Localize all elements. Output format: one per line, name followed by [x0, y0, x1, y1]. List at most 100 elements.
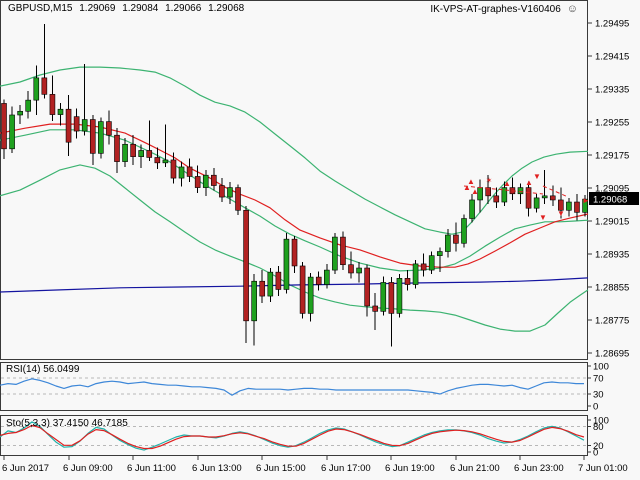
bull-candle-body [380, 282, 387, 312]
trade-arrow-marker: ► [582, 196, 590, 205]
bear-candle-body [493, 195, 500, 203]
bull-candle-body [57, 108, 64, 115]
close-value: 1.29068 [208, 3, 245, 14]
trade-arrow-marker: ▲ [467, 177, 475, 186]
bear-candle-body [299, 265, 306, 314]
indicator-axis-label: 100 [593, 362, 609, 373]
bear-candle-body [211, 174, 217, 186]
bear-candle-body [146, 150, 153, 158]
bear-candle-body [89, 119, 96, 154]
main-panel-frame [0, 0, 588, 360]
bull-candle-body [251, 280, 257, 322]
bull-candle-body [227, 187, 233, 198]
bull-candle-body [517, 187, 524, 195]
price-axis-label: 1.29175 [595, 151, 629, 162]
current-price-badge [589, 192, 639, 205]
bear-candle-body [348, 264, 354, 274]
bull-candle-body [98, 121, 104, 154]
high-value: 1.29084 [122, 3, 159, 14]
indicator-axis-label: 80 [593, 422, 604, 433]
bear-candle-body [243, 209, 249, 322]
bull-candle-body [332, 236, 338, 271]
smiley-icon: ☺ [566, 3, 578, 15]
trade-arrow-marker: ▼ [557, 209, 565, 218]
time-axis-label: 6 Jun 11:00 [127, 463, 176, 474]
expert-name: IK-VPS-AT-graphes-V160406 [430, 4, 561, 15]
trade-arrow-marker: ▲ [525, 178, 533, 187]
indicator-axis-label: 100 [593, 416, 609, 427]
indicator-axis-label: 30 [593, 390, 604, 401]
slow-ma-line [0, 277, 589, 293]
bollinger-upper-line [0, 66, 589, 235]
bull-candle-body [122, 143, 128, 162]
bear-candle-body [186, 166, 193, 177]
open-value: 1.29069 [79, 3, 116, 14]
bull-candle-body [436, 251, 443, 256]
bull-candle-body [533, 197, 540, 209]
bull-candle-body [81, 119, 88, 132]
bear-candle-body [49, 94, 56, 115]
bear-candle-body [364, 267, 370, 307]
trade-arrow-marker: ▼ [533, 172, 541, 181]
bull-candle-body [541, 195, 548, 199]
signal-dashed-line [504, 189, 544, 195]
bull-candle-body [396, 278, 403, 314]
rsi-indicator-label: RSI(14) 56.0499 [6, 364, 80, 375]
bear-candle-body [315, 276, 322, 285]
bull-candle-body [17, 110, 23, 116]
bull-candle-body [9, 114, 15, 150]
bull-candle-body [445, 234, 451, 252]
trade-arrow-marker: ▼ [539, 213, 547, 222]
bull-candle-body [267, 271, 274, 297]
trade-arrow-marker: ▲ [463, 183, 471, 192]
bear-candle-body [549, 195, 556, 201]
time-axis-label: 6 Jun 15:00 [256, 463, 306, 474]
price-axis-label: 1.29015 [595, 217, 629, 228]
price-axis-label: 1.29335 [595, 85, 629, 96]
indicator-axis-label: 0 [593, 402, 598, 413]
bear-candle-body [219, 185, 225, 198]
bear-candle-body [453, 234, 459, 244]
bull-candle-body [33, 77, 40, 101]
indicator-axis-label: 0 [593, 448, 598, 459]
time-axis-label: 6 Jun 17:00 [321, 463, 371, 474]
trade-arrow-marker: ▲ [503, 179, 511, 188]
expert-advisor-label: IK-VPS-AT-graphes-V160406 ☺ [430, 3, 582, 15]
rsi-panel-frame [0, 362, 588, 411]
time-axis-label: 6 Jun 2017 [2, 463, 49, 474]
bull-candle-body [428, 255, 435, 271]
symbol-period-label: GBPUSD,M15 [8, 3, 73, 14]
bull-candle-body [412, 263, 419, 285]
bear-candle-body [130, 143, 136, 157]
trade-arrow-marker: ▲ [471, 187, 479, 196]
bull-candle-body [202, 174, 209, 188]
bull-candle-body [25, 99, 32, 112]
bear-candle-body [1, 103, 7, 150]
stochastic-indicator-label: Sto(5,3,3) 37.4150 46.7185 [6, 418, 128, 429]
signal-dashed-line [542, 185, 569, 198]
bull-candle-body [283, 238, 290, 290]
indicator-axis-label: 70 [593, 374, 604, 385]
bull-candle-body [138, 150, 144, 157]
bear-candle-body [388, 282, 395, 314]
bear-candle-body [154, 157, 161, 164]
price-axis-label: 1.28695 [595, 349, 629, 360]
bear-candle-body [194, 176, 201, 188]
rsi-line [0, 378, 584, 396]
time-axis-label: 6 Jun 23:00 [514, 463, 564, 474]
time-axis-label: 6 Jun 13:00 [192, 463, 242, 474]
stochastic-signal-line [0, 424, 585, 450]
bear-candle-body [372, 305, 379, 312]
price-axis-label: 1.29415 [595, 52, 629, 63]
bear-candle-body [291, 238, 298, 267]
bull-candle-body [469, 199, 475, 219]
current-price-value: 1.29068 [593, 195, 627, 206]
bull-candle-body [323, 269, 330, 285]
bear-candle-body [259, 280, 266, 297]
bull-candle-body [566, 201, 572, 211]
price-axis-label: 1.29495 [595, 19, 629, 30]
bear-candle-body [340, 236, 346, 266]
fast-ma-line [0, 123, 589, 268]
